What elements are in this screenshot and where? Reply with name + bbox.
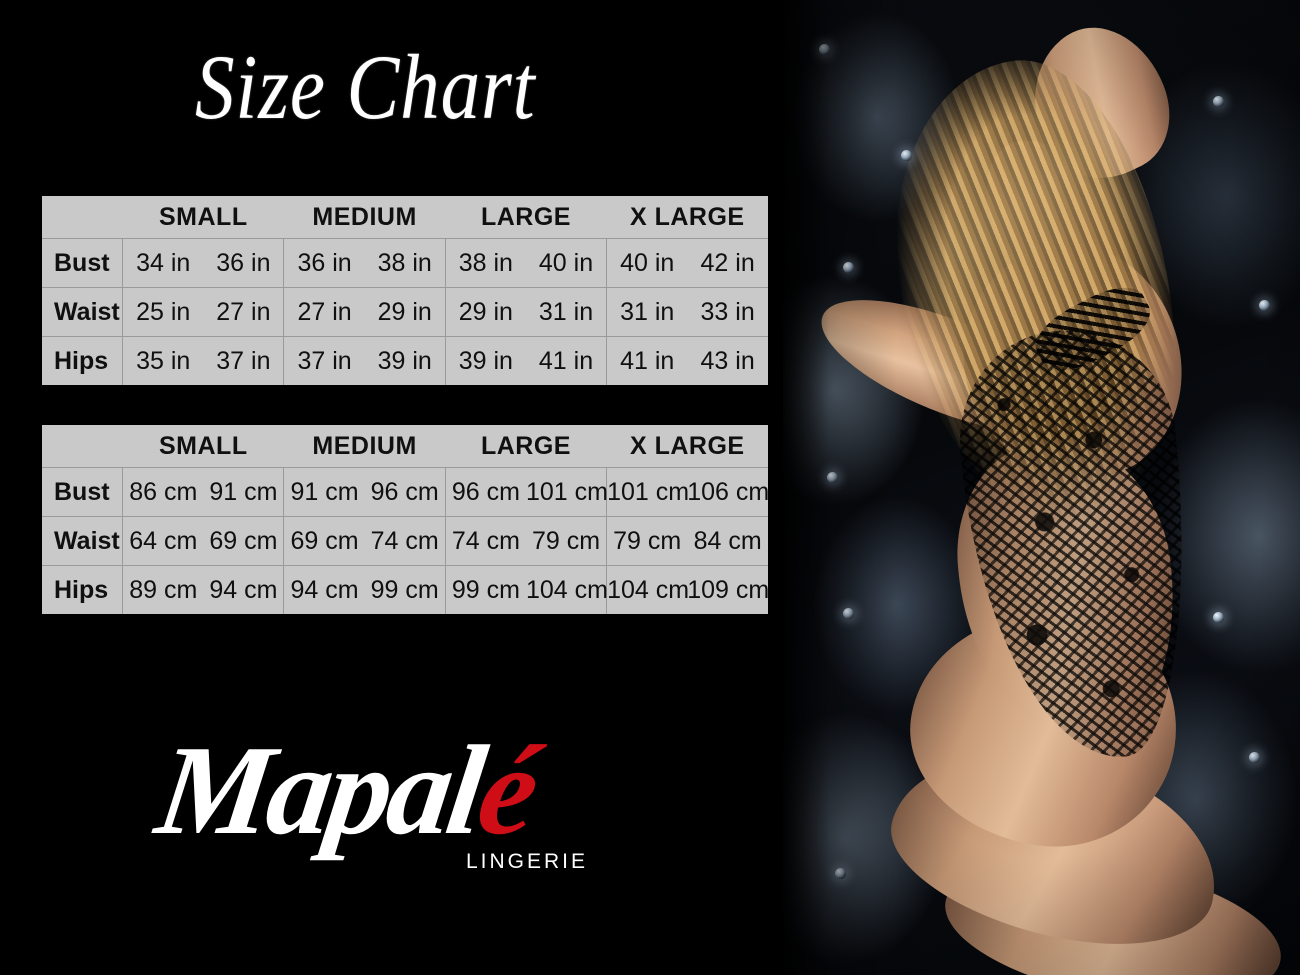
- table-header-row: SMALL MEDIUM LARGE X LARGE: [42, 425, 768, 468]
- table-corner-cell: [42, 196, 123, 239]
- cell-hips-xlarge-min: 104 cm: [606, 565, 689, 614]
- cell-hips-medium-max: 39 in: [364, 336, 446, 385]
- cell-bust-xlarge-max: 106 cm: [687, 467, 769, 517]
- cell-waist-small-max: 69 cm: [203, 516, 285, 566]
- cell-hips-large-max: 41 in: [525, 336, 608, 385]
- page-title: Size Chart: [195, 36, 536, 138]
- row-label-hips: Hips: [42, 565, 124, 614]
- brand-wordmark-main: Mapal: [149, 719, 491, 861]
- row-label-hips: Hips: [42, 336, 124, 385]
- cell-waist-small-min: 25 in: [122, 287, 204, 337]
- cell-bust-medium-max: 96 cm: [364, 467, 446, 517]
- cell-hips-large-max: 104 cm: [525, 565, 608, 614]
- table-corner-cell: [42, 425, 123, 468]
- row-label-bust: Bust: [42, 467, 124, 517]
- table-row-hips: Hips 89 cm 94 cm 94 cm 99 cm 99 cm 104 c…: [42, 565, 769, 614]
- brand-tagline: LINGERIE: [465, 850, 588, 873]
- cell-waist-small-min: 64 cm: [122, 516, 204, 566]
- table-row-waist: Waist 64 cm 69 cm 69 cm 74 cm 74 cm 79 c…: [42, 516, 768, 566]
- cell-bust-large-min: 96 cm: [444, 467, 526, 517]
- cell-waist-xlarge-min: 79 cm: [606, 516, 688, 566]
- cell-hips-xlarge-max: 109 cm: [687, 565, 769, 614]
- cell-bust-xlarge-min: 101 cm: [606, 467, 689, 517]
- cell-waist-medium-max: 29 in: [364, 287, 446, 337]
- column-header-x-large: X LARGE: [606, 196, 768, 239]
- cell-waist-xlarge-max: 84 cm: [687, 516, 768, 566]
- table-inches-header: SMALL MEDIUM LARGE X LARGE: [42, 196, 768, 239]
- table-row-waist: Waist 25 in 27 in 27 in 29 in 29 in 31 i…: [42, 287, 768, 337]
- cell-bust-medium-max: 38 in: [364, 238, 446, 288]
- cell-waist-large-max: 31 in: [525, 287, 608, 337]
- cell-bust-large-min: 38 in: [444, 238, 526, 288]
- cell-bust-small-max: 36 in: [203, 238, 285, 288]
- row-label-waist: Waist: [42, 516, 124, 566]
- cell-hips-large-min: 99 cm: [444, 565, 526, 614]
- table-row-hips: Hips 35 in 37 in 37 in 39 in 39 in 41 in…: [42, 336, 768, 385]
- row-label-waist: Waist: [42, 287, 124, 337]
- model-photo: [783, 0, 1300, 975]
- cell-hips-medium-min: 37 in: [283, 336, 365, 385]
- row-label-bust: Bust: [42, 238, 124, 288]
- size-table-inches: SMALL MEDIUM LARGE X LARGE Bust 34 in 36…: [42, 196, 768, 385]
- brand-wordmark: Mapalé: [149, 719, 543, 861]
- column-header-large: LARGE: [445, 196, 607, 239]
- column-header-x-large: X LARGE: [606, 425, 768, 468]
- cell-bust-medium-min: 36 in: [283, 238, 365, 288]
- table-cm-body: Bust 86 cm 91 cm 91 cm 96 cm 96 cm 101 c…: [42, 467, 769, 614]
- cell-hips-large-min: 39 in: [444, 336, 526, 385]
- size-table-centimeters: SMALL MEDIUM LARGE X LARGE Bust 86 cm 91…: [42, 425, 769, 614]
- cell-bust-large-max: 40 in: [525, 238, 608, 288]
- table-cm-header: SMALL MEDIUM LARGE X LARGE: [42, 425, 768, 468]
- column-header-medium: MEDIUM: [283, 196, 446, 239]
- cell-hips-small-max: 37 in: [203, 336, 285, 385]
- cell-waist-large-min: 29 in: [444, 287, 526, 337]
- cell-hips-small-min: 89 cm: [122, 565, 204, 614]
- cell-bust-large-max: 101 cm: [525, 467, 608, 517]
- cell-hips-medium-min: 94 cm: [283, 565, 365, 614]
- cell-hips-xlarge-max: 43 in: [687, 336, 768, 385]
- cell-bust-small-min: 86 cm: [122, 467, 204, 517]
- cell-waist-large-min: 74 cm: [444, 516, 526, 566]
- column-header-small: SMALL: [122, 196, 284, 239]
- brand-logo: Mapalé LINGERIE: [149, 719, 588, 886]
- cell-waist-xlarge-min: 31 in: [606, 287, 688, 337]
- column-header-small: SMALL: [122, 425, 284, 468]
- cell-hips-medium-max: 99 cm: [364, 565, 446, 614]
- cell-waist-large-max: 79 cm: [525, 516, 608, 566]
- cell-hips-small-min: 35 in: [122, 336, 204, 385]
- photo-vignette: [783, 0, 1300, 975]
- cell-bust-small-max: 91 cm: [203, 467, 285, 517]
- table-header-row: SMALL MEDIUM LARGE X LARGE: [42, 196, 768, 239]
- cell-waist-xlarge-max: 33 in: [687, 287, 768, 337]
- table-row-bust: Bust 34 in 36 in 36 in 38 in 38 in 40 in…: [42, 238, 768, 288]
- cell-bust-xlarge-max: 42 in: [687, 238, 768, 288]
- table-inches-body: Bust 34 in 36 in 36 in 38 in 38 in 40 in…: [42, 238, 768, 385]
- column-header-medium: MEDIUM: [283, 425, 446, 468]
- table-row-bust: Bust 86 cm 91 cm 91 cm 96 cm 96 cm 101 c…: [42, 467, 769, 517]
- cell-hips-xlarge-min: 41 in: [606, 336, 688, 385]
- column-header-large: LARGE: [445, 425, 607, 468]
- cell-waist-medium-min: 69 cm: [283, 516, 365, 566]
- cell-waist-small-max: 27 in: [203, 287, 285, 337]
- cell-waist-medium-min: 27 in: [283, 287, 365, 337]
- cell-bust-small-min: 34 in: [122, 238, 204, 288]
- cell-bust-xlarge-min: 40 in: [606, 238, 688, 288]
- cell-bust-medium-min: 91 cm: [283, 467, 365, 517]
- cell-waist-medium-max: 74 cm: [364, 516, 446, 566]
- cell-hips-small-max: 94 cm: [203, 565, 285, 614]
